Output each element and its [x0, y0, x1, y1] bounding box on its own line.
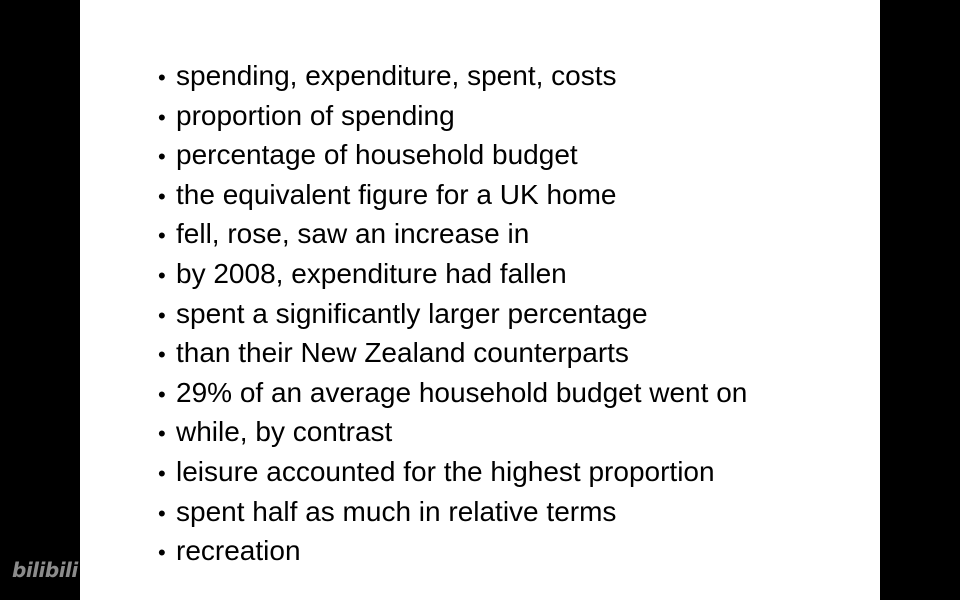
list-item: • spending, expenditure, spent, costs: [158, 57, 747, 97]
bullet-icon: •: [158, 421, 166, 447]
bullet-icon: •: [158, 183, 166, 209]
bullet-icon: •: [158, 460, 166, 486]
bullet-icon: •: [158, 540, 166, 566]
list-item: • while, by contrast: [158, 413, 747, 453]
list-item-text: percentage of household budget: [176, 139, 578, 171]
list-item-text: recreation: [176, 535, 301, 567]
list-item-text: while, by contrast: [176, 416, 393, 448]
list-item-text: by 2008, expenditure had fallen: [176, 257, 567, 289]
list-item: • proportion of spending: [158, 97, 747, 137]
bullet-icon: •: [158, 342, 166, 368]
bullet-icon: •: [158, 500, 166, 526]
list-item-text: proportion of spending: [176, 99, 455, 131]
list-item: • percentage of household budget: [158, 136, 747, 176]
list-item: • fell, rose, saw an increase in: [158, 215, 747, 255]
list-item: • spent half as much in relative terms: [158, 493, 747, 533]
list-item: • spent a significantly larger percentage: [158, 295, 747, 335]
list-item: • recreation: [158, 532, 747, 572]
bullet-list: • spending, expenditure, spent, costs • pr…: [158, 57, 747, 572]
list-item-text: fell, rose, saw an increase in: [176, 218, 530, 250]
list-item-text: the equivalent figure for a UK home: [176, 178, 617, 210]
bilibili-watermark: bilibili: [12, 558, 78, 582]
list-item: • leisure accounted for the highest propo…: [158, 453, 747, 493]
list-item: • than their New Zealand counterparts: [158, 334, 747, 374]
list-item: • by 2008, expenditure had fallen: [158, 255, 747, 295]
bullet-icon: •: [158, 223, 166, 249]
bullet-icon: •: [158, 262, 166, 288]
slide: • spending, expenditure, spent, costs • pr…: [80, 0, 880, 600]
list-item-text: than their New Zealand counterparts: [176, 337, 629, 369]
list-item-text: spending, expenditure, spent, costs: [176, 60, 617, 91]
list-item-text: 29% of an average household budget went …: [176, 376, 748, 408]
list-item-text: leisure accounted for the highest propor…: [176, 455, 715, 487]
bullet-icon: •: [158, 104, 166, 130]
list-item-text: spent half as much in relative terms: [176, 495, 617, 527]
list-item: • 29% of an average household budget went…: [158, 374, 747, 414]
list-item-text: spent a significantly larger percentage: [176, 297, 648, 329]
bullet-icon: •: [158, 302, 166, 328]
bullet-icon: •: [158, 65, 166, 90]
bullet-icon: •: [158, 144, 166, 170]
list-item: • the equivalent figure for a UK home: [158, 176, 747, 216]
bullet-icon: •: [158, 381, 166, 407]
